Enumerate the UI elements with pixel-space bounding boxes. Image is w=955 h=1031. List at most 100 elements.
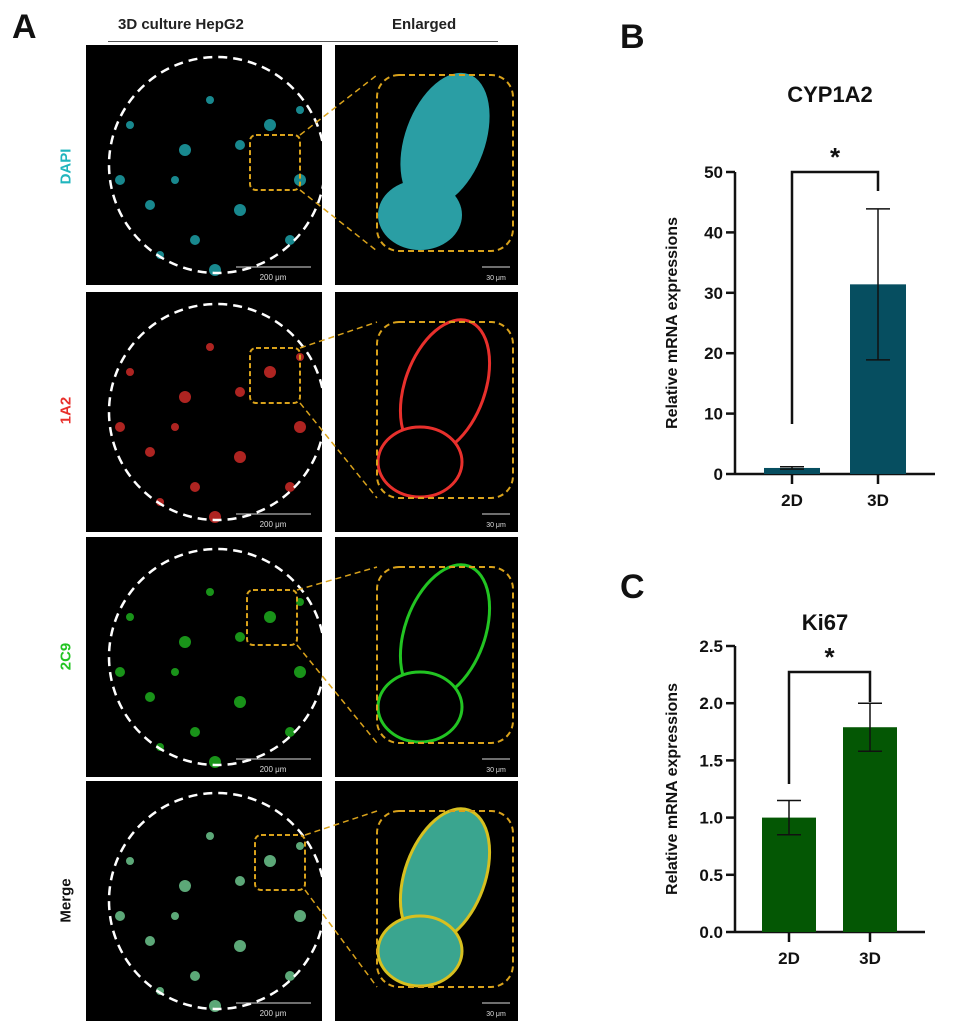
panel-b-letter: B [620,18,645,56]
cell-spheroid [235,140,245,150]
chart-title: Ki67 [802,610,848,635]
cyp1a2-chart: CYP1A2 0 10 20 30 40 50 Relative mRNA expressio… [664,82,935,510]
enlarged-spheroid [376,670,464,744]
cell-spheroid [145,447,155,457]
cell-spheroid [179,391,191,403]
image-row-2c9: 200 μm 30 μm [86,537,518,777]
cell-spheroid [235,632,245,642]
cell-spheroid [115,175,125,185]
enlarged-scale-label: 30 μm [486,767,506,774]
cell-spheroid [206,96,214,104]
zoom-region-box [249,134,301,191]
y-tick-label: 20 [704,344,723,363]
enlarged-region-box [376,321,514,499]
zoom-connector-line [304,810,378,836]
enlarged-region-box [376,74,514,252]
microscopy-panels: 200 μm 30 μm 200 μm 30 μm 200 μm 30 μm 200 μm 3… [86,45,518,1021]
cell-spheroid [235,387,245,397]
cell-spheroid [179,636,191,648]
cell-spheroid [145,200,155,210]
enlarged-spheroid [376,425,464,499]
cell-spheroid [179,144,191,156]
cell-spheroid [190,235,200,245]
enlarged-scale-label: 30 μm [486,1011,506,1018]
cell-spheroid [234,696,246,708]
overview-scale-label: 200 μm [260,765,287,774]
zoom-connector-line [299,402,378,499]
overview-image [86,45,322,285]
overview-image [86,781,322,1021]
zoom-region-box [254,834,306,891]
cell-spheroid [145,936,155,946]
cell-spheroid [115,667,125,677]
panel-a-letter: A [12,8,37,46]
overview-image [86,537,322,777]
significance-asterisk: * [830,142,841,172]
cell-spheroid [206,832,214,840]
significance-bracket [790,170,880,424]
cell-spheroid [126,121,134,129]
bar-2d [764,467,820,474]
cell-spheroid [285,235,295,245]
chart-title: CYP1A2 [787,82,873,107]
y-tick-label: 2.0 [699,694,723,713]
y-axis-label: Relative mRNA expressions [664,683,681,895]
bar-3d [843,727,897,932]
zoom-connector-line [296,566,378,591]
cell-spheroid [179,880,191,892]
cell-spheroid [206,588,214,596]
zoom-connector-line [296,644,378,744]
enlarged-scale-label: 30 μm [486,522,506,529]
cell-spheroid [285,727,295,737]
overview-scale-label: 200 μm [260,273,287,282]
y-tick-label: 30 [704,284,723,303]
cell-spheroid [171,423,179,431]
overview-image [86,292,322,532]
col-header-overview: 3D culture HepG2 [118,16,244,33]
y-tick-label: 0 [714,465,723,484]
cell-spheroid [294,666,306,678]
enlarged-region-box [376,810,514,988]
enlarged-scale-label: 30 μm [486,275,506,282]
cell-spheroid [234,451,246,463]
bar-2d [762,817,816,932]
cell-spheroid [235,876,245,886]
overview-dashed-circle [107,55,327,275]
panel-c-letter: C [620,568,645,606]
y-tick-label: 0.0 [699,923,723,942]
cell-spheroid [234,940,246,952]
cell-spheroid [285,482,295,492]
header-divider [108,41,498,42]
y-tick-label: 2.5 [699,637,723,656]
x-tick-label: 2D [781,491,803,510]
cell-spheroid [234,204,246,216]
enlarged-spheroid [400,72,490,208]
cell-spheroid [264,611,276,623]
y-tick-label: 40 [704,223,723,242]
enlarged-spheroid [378,180,462,250]
cell-spheroid [296,842,304,850]
cell-spheroid [171,912,179,920]
y-tick-label: 10 [704,405,723,424]
overview-dashed-circle [107,547,327,767]
cell-spheroid [264,366,276,378]
col-header-enlarged: Enlarged [392,16,457,33]
cell-spheroid [285,971,295,981]
zoom-region-box [246,589,298,646]
zoom-connector-line [304,889,378,988]
cell-spheroid [171,668,179,676]
x-tick-label: 2D [778,949,800,968]
cell-spheroid [190,482,200,492]
zoom-region-box [249,347,301,404]
cell-spheroid [126,613,134,621]
cell-spheroid [190,971,200,981]
y-axis-label: Relative mRNA expressions [664,217,681,429]
cell-spheroid [264,119,276,131]
overview-dashed-circle [107,302,327,522]
zoom-connector-line [299,189,378,252]
image-row-merge: 200 μm 30 μm [86,781,518,1021]
cell-spheroid [296,106,304,114]
y-tick-label: 1.5 [699,751,723,770]
y-tick-label: 0.5 [699,866,723,885]
cell-spheroid [294,910,306,922]
